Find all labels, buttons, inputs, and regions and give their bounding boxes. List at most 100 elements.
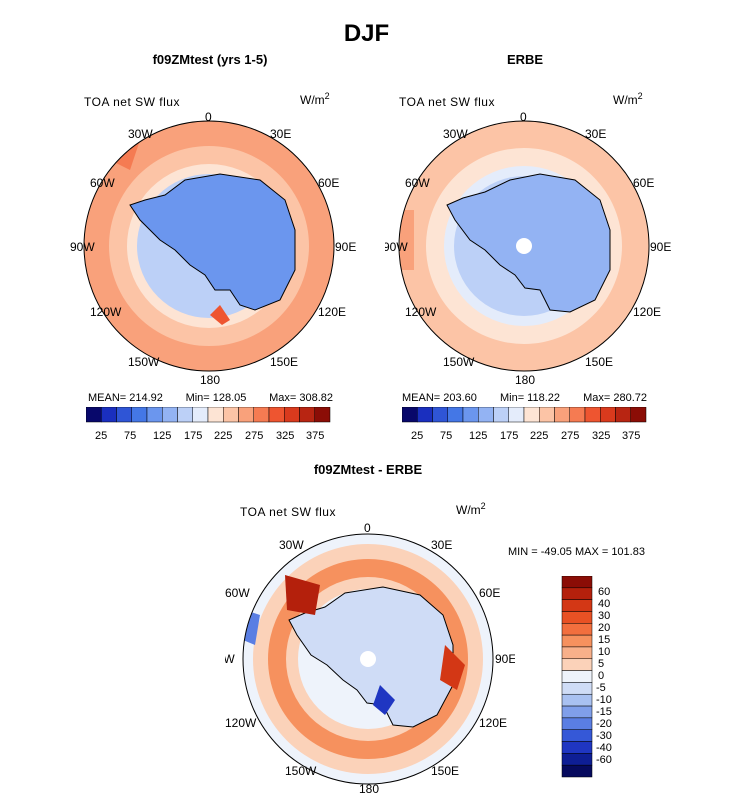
panel1-lon-label: 60W — [90, 176, 115, 190]
colorbar-cell — [561, 587, 593, 600]
colorbar-cell — [192, 407, 209, 423]
colorbar-cell — [561, 670, 593, 683]
panel1-lon-label: 30E — [270, 127, 291, 141]
panel2-lon-label: 0 — [520, 110, 527, 124]
colorbar-tick-label: 25 — [95, 430, 107, 442]
colorbar-cell — [561, 764, 593, 778]
panel2-units: W/m2 — [613, 91, 643, 107]
colorbar-cell — [561, 717, 593, 730]
panel1-min: Min= 128.05 — [185, 392, 247, 404]
panel2-max: Max= 280.72 — [583, 392, 647, 404]
colorbar-tick-label: -5 — [596, 682, 606, 694]
panel1-lon-label: 30W — [128, 127, 153, 141]
colorbar-cell — [447, 407, 464, 423]
panel2-colorbar: 25 75 125 175 225 275 325 375 — [402, 407, 647, 442]
panel2-stats: MEAN= 203.60 Min= 118.22 Max= 280.72 — [402, 392, 647, 404]
colorbar-cell — [569, 407, 586, 423]
panel2-lon-label: 120E — [633, 305, 661, 319]
panel3-lon-label: 120E — [479, 716, 507, 730]
panel1-units: W/m2 — [300, 91, 330, 107]
colorbar-cell — [561, 623, 593, 636]
panel2-lon-label: 60E — [633, 176, 654, 190]
panel1-antarctica — [129, 173, 296, 311]
colorbar-tick-label: 15 — [598, 634, 610, 646]
colorbar-cell — [432, 407, 448, 423]
panel1-lon-label: 90E — [335, 240, 356, 254]
colorbar-tick-label: 175 — [500, 430, 518, 442]
panel3-patch-a — [285, 575, 320, 615]
panel2-lon-labels: 0 30E 60E 90E 120E 150E 180 150W 120W 90… — [385, 110, 671, 387]
colorbar-cell — [561, 705, 593, 719]
colorbar-cell — [630, 407, 647, 423]
panel2-lon-label: 30E — [585, 127, 606, 141]
panel3-lon-label: 0 — [364, 521, 371, 535]
panel3-units: W/m2 — [456, 501, 486, 517]
panel3-variable-label: TOA net SW flux — [240, 505, 336, 519]
panel3-lon-label: 90W — [225, 652, 235, 666]
panel1-lon-label: 150E — [270, 355, 298, 369]
colorbar-cell — [561, 634, 593, 648]
panel3-pole-gap — [360, 651, 376, 667]
panel3-lon-label: 60W — [225, 586, 250, 600]
panel3-map-border — [242, 533, 494, 785]
panel2-lon-label: 60W — [405, 176, 430, 190]
panel2-lon-label: 120W — [405, 305, 437, 319]
colorbar-tick-label: 325 — [276, 430, 294, 442]
colorbar-tick-label: 275 — [245, 430, 263, 442]
panel3-colorbar: 60 40 30 20 15 10 5 0 -5 -10 -15 -20 -30… — [561, 576, 612, 778]
colorbar-cell — [314, 407, 331, 423]
colorbar-cell — [584, 407, 601, 423]
colorbar-tick-label: -30 — [596, 730, 612, 742]
colorbar-cell — [207, 407, 224, 423]
colorbar-cell — [554, 407, 570, 423]
panel3-colorbar-labels: 60 40 30 20 15 10 5 0 -5 -10 -15 -20 -30… — [596, 586, 612, 766]
colorbar-cell — [253, 407, 270, 423]
panel1-lon-label: 150W — [128, 355, 160, 369]
colorbar-cell — [402, 407, 418, 423]
colorbar-cell — [131, 407, 148, 423]
colorbar-tick-label: 225 — [214, 430, 232, 442]
panel3-lon-label: 150E — [431, 764, 459, 778]
colorbar-cell — [86, 407, 102, 423]
colorbar-tick-label: 10 — [598, 646, 610, 658]
panel2-lon-label: 180 — [515, 373, 535, 387]
colorbar-cell — [462, 407, 479, 423]
panel1-variable-label: TOA net SW flux — [84, 95, 180, 109]
colorbar-tick-label: 125 — [469, 430, 487, 442]
panel2-patch-a — [400, 210, 414, 270]
colorbar-tick-label: 25 — [411, 430, 423, 442]
colorbar-cell — [600, 407, 616, 423]
panel1-lon-label: 90W — [70, 240, 95, 254]
colorbar-tick-label: -15 — [596, 706, 612, 718]
colorbar-cell — [561, 611, 593, 624]
colorbar-cell — [561, 682, 593, 695]
panel3-lon-label: 120W — [225, 716, 257, 730]
panel3-title: f09ZMtest - ERBE — [313, 462, 423, 477]
panel3-lon-label: 90E — [495, 652, 515, 666]
panel1-mean: MEAN= 214.92 — [88, 392, 163, 404]
figure-title: DJF — [343, 20, 390, 47]
colorbar-cell — [116, 407, 132, 423]
colorbar-tick-label: 225 — [530, 430, 548, 442]
panel3-minmax: MIN = -49.05 MAX = 101.83 — [508, 546, 645, 558]
colorbar-tick-label: 75 — [124, 430, 136, 442]
colorbar-cell — [177, 407, 193, 423]
colorbar-tick-label: 275 — [561, 430, 579, 442]
panel1-title: f09ZMtest (yrs 1-5) — [152, 52, 268, 67]
colorbar-cell — [478, 407, 494, 423]
colorbar-cell — [299, 407, 315, 423]
panel1-lon-label: 180 — [200, 373, 220, 387]
colorbar-cell — [561, 741, 593, 754]
panel1-lon-label: 120E — [318, 305, 346, 319]
colorbar-cell — [615, 407, 631, 423]
colorbar-cell — [523, 407, 540, 423]
colorbar-cell — [417, 407, 433, 423]
panel2-lon-label: 150E — [585, 355, 613, 369]
colorbar-cell — [238, 407, 254, 423]
colorbar-tick-label: 375 — [622, 430, 640, 442]
colorbar-cell — [101, 407, 117, 423]
colorbar-cell — [561, 658, 593, 671]
panel3-lon-label: 150W — [285, 764, 317, 778]
panel1-max: Max= 308.82 — [269, 392, 333, 404]
colorbar-cell — [561, 693, 593, 707]
